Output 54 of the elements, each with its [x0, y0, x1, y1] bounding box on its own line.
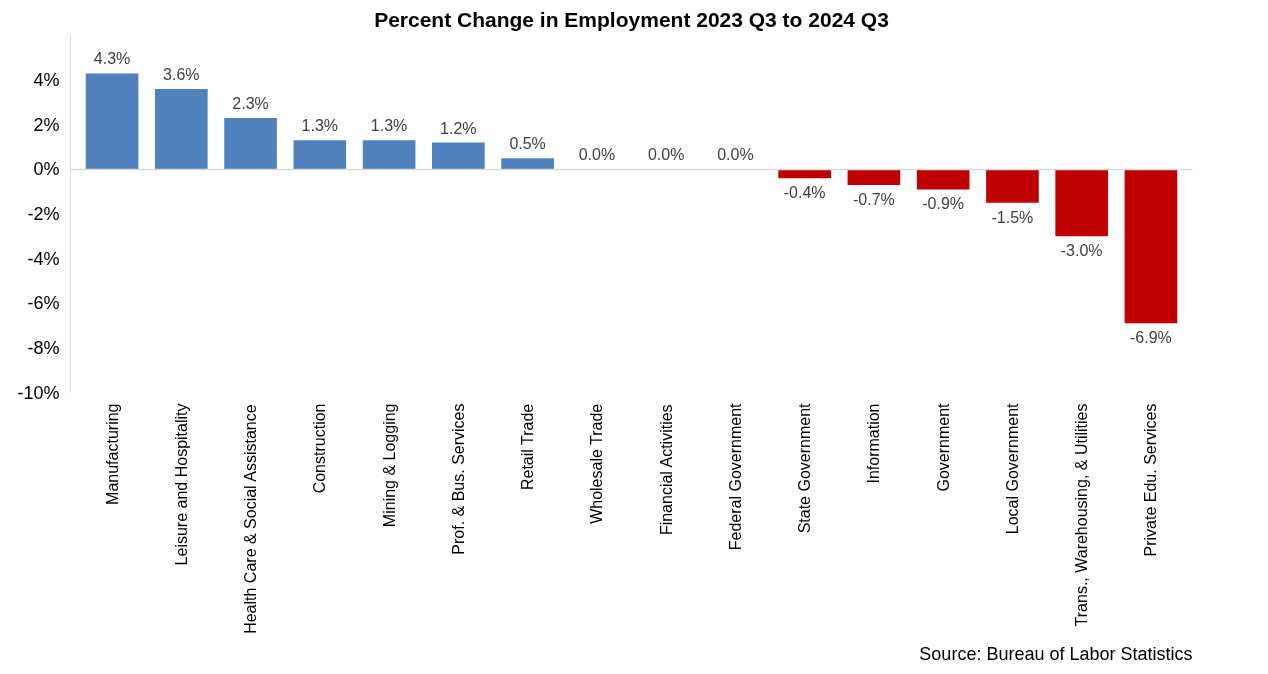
x-tick-label: Federal Government — [726, 402, 744, 551]
data-label: -0.9% — [922, 195, 965, 213]
x-tick-label: Information — [865, 403, 883, 484]
data-label: 0.0% — [578, 146, 616, 164]
bar — [432, 142, 485, 170]
data-label: 2.3% — [232, 95, 269, 113]
bar — [85, 73, 139, 170]
y-tick-label: -4% — [27, 248, 60, 269]
x-tick-label: Leisure and Hospitality — [172, 403, 190, 566]
bar — [847, 169, 901, 185]
data-label: 1.3% — [370, 117, 408, 135]
bar — [362, 140, 416, 170]
y-tick-label: 4% — [33, 70, 60, 91]
data-label: 0.5% — [509, 135, 546, 153]
y-tick-label: -10% — [17, 382, 60, 403]
data-label: -0.7% — [853, 190, 895, 208]
x-tick-label: Government — [934, 402, 952, 492]
data-label: 1.3% — [301, 117, 339, 135]
data-label: 0.0% — [717, 146, 754, 164]
chart-title: Percent Change in Employment 2023 Q3 to 2024 Q3 — [374, 7, 889, 31]
bar — [501, 158, 554, 170]
data-label: -0.4% — [783, 184, 826, 202]
x-tick-label: Health Care & Social Assistance — [242, 404, 260, 634]
x-tick-label: Manufacturing — [103, 403, 121, 505]
bar — [986, 169, 1039, 203]
x-tick-label: Local Government — [1003, 402, 1021, 535]
x-tick-label: Financial Activities — [657, 404, 675, 536]
bar — [293, 140, 347, 170]
x-tick-label: Trans., Warehousing, & Utilities — [1073, 403, 1091, 627]
data-label: 0.0% — [647, 146, 685, 164]
x-tick-label: State Government — [796, 402, 814, 534]
data-label: 3.6% — [163, 66, 200, 84]
data-label: -3.0% — [1060, 242, 1103, 260]
y-tick-label: 0% — [33, 159, 60, 180]
data-label: 1.2% — [440, 119, 477, 137]
x-tick-label: Mining & Logging — [380, 403, 398, 528]
x-tick-label: Construction — [311, 403, 329, 494]
data-label: -1.5% — [991, 208, 1034, 226]
y-tick-label: 2% — [33, 114, 60, 135]
bar — [155, 89, 208, 170]
x-tick-label: Prof. & Bus. Services — [449, 403, 467, 555]
x-tick-label: Retail Trade — [519, 403, 537, 491]
y-tick-label: -2% — [27, 204, 60, 224]
bar — [916, 169, 970, 190]
bar — [1124, 169, 1178, 324]
source-note: Source: Bureau of Labor Statistics — [919, 643, 1193, 664]
y-tick-label: -8% — [27, 337, 60, 358]
data-label: -6.9% — [1130, 329, 1172, 347]
x-tick-label: Wholesale Trade — [588, 403, 606, 524]
y-tick-label: -6% — [27, 293, 60, 314]
x-tick-label: Private Edu. Services — [1142, 403, 1160, 557]
data-label: 4.3% — [93, 50, 131, 68]
bar — [1055, 169, 1108, 237]
bar — [224, 118, 277, 170]
